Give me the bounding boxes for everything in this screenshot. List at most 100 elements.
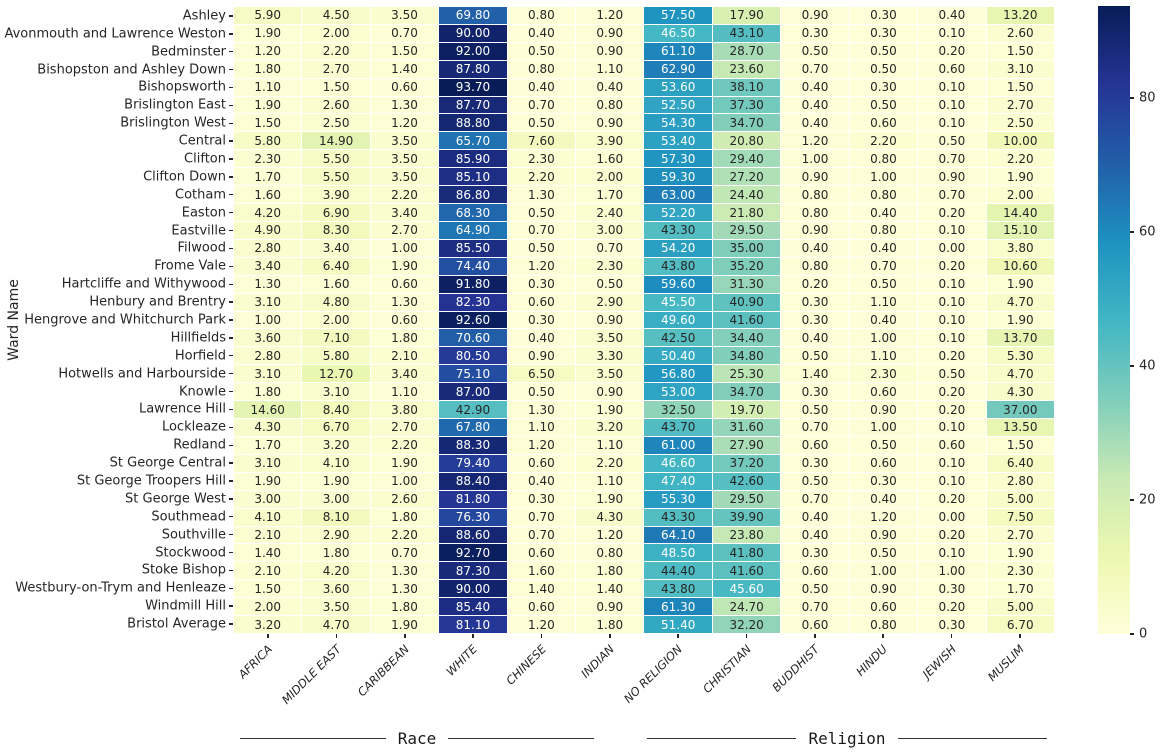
heatmap-cell: 0.40 — [918, 7, 986, 24]
heatmap-cell: 0.40 — [781, 508, 849, 526]
x-tick — [472, 634, 474, 638]
heatmap-cell: 0.60 — [849, 454, 918, 472]
heatmap-cell: 1.40 — [576, 580, 644, 598]
row-label: Horfield — [174, 348, 226, 364]
heatmap-cell: 0.10 — [918, 293, 986, 311]
heatmap-cell: 0.40 — [781, 114, 849, 132]
heatmap-cell: 0.90 — [849, 526, 918, 544]
heatmap-cell: 1.10 — [234, 78, 302, 96]
heatmap-cell: 4.70 — [302, 616, 370, 633]
heatmap-cell: 45.60 — [712, 580, 781, 598]
heatmap-cell: 2.10 — [370, 347, 439, 365]
heatmap-cell: 32.50 — [644, 401, 712, 419]
heatmap-cell: 1.90 — [234, 472, 302, 490]
heatmap-cell: 1.60 — [302, 275, 370, 293]
heatmap-cell: 1.70 — [234, 436, 302, 454]
row-label: Hengrove and Whitchurch Park — [24, 312, 226, 328]
heatmap-cell: 69.80 — [439, 7, 507, 24]
heatmap-cell: 1.10 — [507, 419, 576, 436]
heatmap-cell: 1.00 — [370, 472, 439, 490]
heatmap-cell: 0.40 — [576, 78, 644, 96]
heatmap-cell: 0.60 — [849, 598, 918, 616]
heatmap-cell: 0.50 — [918, 132, 986, 150]
y-tick — [229, 158, 233, 160]
x-tick — [745, 634, 748, 638]
y-tick — [229, 462, 233, 464]
heatmap-cell: 55.30 — [644, 490, 712, 508]
heatmap-cell: 37.30 — [712, 96, 781, 114]
heatmap-cell: 1.80 — [370, 598, 439, 616]
heatmap-cell: 1.20 — [576, 7, 644, 24]
heatmap-cell: 75.10 — [439, 365, 507, 383]
heatmap-cell: 3.40 — [234, 257, 302, 275]
heatmap-cell: 4.30 — [234, 419, 302, 436]
colorbar-tick — [1130, 365, 1134, 367]
heatmap-cell: 31.30 — [712, 275, 781, 293]
heatmap-cell: 0.20 — [918, 257, 986, 275]
heatmap-cell: 3.50 — [370, 150, 439, 168]
heatmap-cell: 2.00 — [576, 168, 644, 186]
colorbar-tick — [1130, 231, 1134, 233]
y-tick — [229, 587, 233, 589]
heatmap-cell: 5.90 — [234, 7, 302, 24]
heatmap-cell: 0.70 — [507, 508, 576, 526]
heatmap-cell: 0.90 — [576, 42, 644, 60]
colorbar-tick — [1130, 499, 1134, 501]
heatmap-cell: 1.30 — [507, 401, 576, 419]
heatmap-cell: 52.50 — [644, 96, 712, 114]
heatmap-cell: 1.00 — [849, 329, 918, 347]
heatmap-cell: 0.70 — [781, 490, 849, 508]
heatmap-cell: 2.50 — [986, 114, 1054, 132]
heatmap-cell: 4.70 — [986, 293, 1054, 311]
heatmap-cell: 0.80 — [507, 60, 576, 78]
heatmap-cell: 10.00 — [986, 132, 1054, 150]
heatmap-cell: 0.50 — [781, 401, 849, 419]
heatmap-cell: 13.20 — [986, 7, 1054, 24]
heatmap-cell: 1.10 — [576, 436, 644, 454]
heatmap-cell: 2.50 — [302, 114, 370, 132]
heatmap-cell: 0.90 — [781, 7, 849, 24]
heatmap-cell: 92.00 — [439, 42, 507, 60]
heatmap-cell: 0.30 — [918, 580, 986, 598]
heatmap-cell: 8.40 — [302, 401, 370, 419]
heatmap-cell: 4.80 — [302, 293, 370, 311]
heatmap-cell: 0.60 — [918, 60, 986, 78]
row-label: Filwood — [177, 240, 226, 256]
heatmap-cell: 0.40 — [781, 96, 849, 114]
heatmap-cell: 0.60 — [781, 562, 849, 580]
heatmap-cell: 63.00 — [644, 186, 712, 204]
heatmap-cell: 1.50 — [986, 436, 1054, 454]
heatmap-cell: 0.50 — [507, 383, 576, 401]
heatmap-cell: 2.30 — [507, 150, 576, 168]
heatmap-cell: 85.50 — [439, 239, 507, 257]
heatmap-cell: 4.70 — [986, 365, 1054, 383]
colorbar-tick-label: 80 — [1139, 90, 1156, 106]
heatmap-cell: 6.70 — [302, 419, 370, 436]
heatmap-cell: 2.70 — [370, 221, 439, 239]
heatmap-cell: 50.40 — [644, 347, 712, 365]
heatmap-cell: 61.30 — [644, 598, 712, 616]
heatmap-cell: 0.10 — [918, 311, 986, 329]
heatmap-cell: 0.50 — [507, 239, 576, 257]
heatmap-cell: 8.10 — [302, 508, 370, 526]
heatmap-cell: 0.60 — [781, 616, 849, 633]
y-tick — [229, 68, 233, 71]
heatmap-cell: 2.20 — [370, 526, 439, 544]
heatmap-cell: 13.50 — [986, 419, 1054, 436]
heatmap-cell: 1.30 — [507, 186, 576, 204]
heatmap-cell: 1.60 — [576, 150, 644, 168]
row-label: Easton — [181, 205, 226, 221]
y-tick — [229, 551, 233, 554]
heatmap-cell: 74.40 — [439, 257, 507, 275]
heatmap-cell: 25.30 — [712, 365, 781, 383]
heatmap-cell: 21.80 — [712, 204, 781, 221]
heatmap-cell: 42.90 — [439, 401, 507, 419]
heatmap-cell: 1.70 — [576, 186, 644, 204]
race-label: Race — [397, 729, 437, 748]
heatmap-cell: 2.20 — [370, 436, 439, 454]
heatmap-cell: 5.30 — [986, 347, 1054, 365]
heatmap-cell: 2.90 — [576, 293, 644, 311]
heatmap-cell: 41.60 — [712, 562, 781, 580]
heatmap-cell: 88.40 — [439, 472, 507, 490]
heatmap-cell: 39.90 — [712, 508, 781, 526]
